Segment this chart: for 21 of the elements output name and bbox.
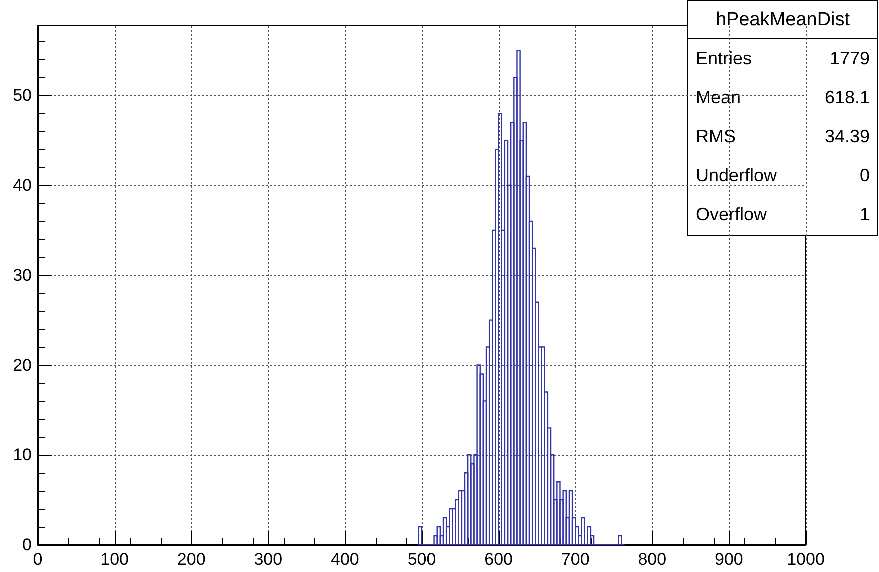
text: Entries 1779 (696, 48, 870, 68)
y-tick-label: 0 (22, 536, 32, 554)
x-tick-label: 500 (408, 550, 436, 569)
text: Overflow 1 (696, 204, 870, 224)
text: RMS 34.39 (696, 126, 870, 146)
x-tick-label: 600 (484, 550, 513, 569)
y-tick-label: 50 (13, 86, 32, 106)
y-tick-label: 30 (13, 266, 32, 285)
y-tick-label: 10 (13, 446, 32, 465)
y-tick-label: 20 (13, 356, 32, 375)
x-tick-label: 900 (715, 550, 744, 569)
x-tick-label: 700 (561, 550, 590, 569)
text: Underflow 0 (696, 166, 870, 186)
x-tick-label: 300 (254, 550, 283, 569)
x-tick-label: 1000 (787, 550, 825, 569)
x-tick-label: 100 (100, 550, 129, 569)
x-tick-label: 400 (331, 550, 360, 569)
chart-title: hPeakMeanDist (716, 10, 851, 30)
x-tick-label: 200 (177, 550, 206, 569)
y-tick-label: 40 (13, 176, 32, 196)
x-tick-label: 800 (638, 550, 667, 569)
